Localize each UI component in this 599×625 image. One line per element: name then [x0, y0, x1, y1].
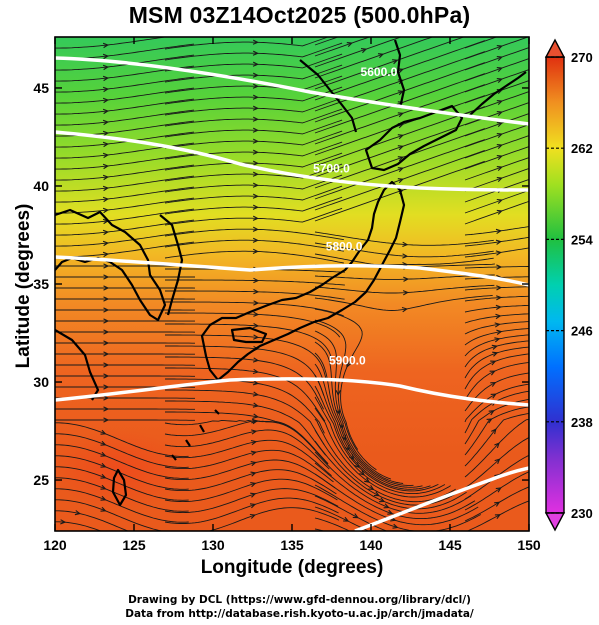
colorbar-tick-label: 230 [571, 506, 593, 521]
x-axis: 120 125 130 135 140 145 150 [43, 37, 541, 553]
colorbar-bottom-arrow [544, 512, 566, 532]
colorbar: 230 238 246 254 262 270 [544, 38, 593, 532]
colorbar-tick-label: 270 [571, 50, 593, 65]
contour-5800 [55, 255, 529, 287]
x-tick-label: 135 [280, 537, 304, 553]
contour-5700 [55, 130, 529, 192]
colorbar-top-arrow [544, 38, 566, 58]
x-axis-label: Longitude (degrees) [200, 557, 384, 578]
contour-label: 5900.0 [329, 353, 366, 367]
colorbar-tick-label: 262 [571, 141, 593, 156]
contour-label: 5600.0 [361, 65, 398, 79]
x-tick-label: 120 [43, 537, 67, 553]
y-tick-label: 25 [33, 472, 49, 488]
x-tick-label: 125 [122, 537, 146, 553]
coastlines [55, 39, 527, 507]
colorbar-tick-label: 238 [571, 415, 593, 430]
y-tick-label: 35 [33, 276, 49, 292]
y-tick-label: 40 [33, 178, 49, 194]
y-tick-label: 30 [33, 374, 49, 390]
x-tick-label: 130 [201, 537, 225, 553]
colorbar-tick-label: 246 [571, 324, 593, 339]
credit-drawing: Drawing by DCL (https://www.gfd-dennou.o… [128, 594, 471, 606]
geopotential-contours [55, 56, 529, 531]
chart-title: MSM 03Z14Oct2025 (500.0hPa) [128, 2, 471, 28]
colorbar-tick-label: 254 [571, 232, 593, 247]
credit-data: Data from http://database.rish.kyoto-u.a… [125, 608, 474, 620]
x-tick-label: 150 [517, 537, 541, 553]
x-tick-label: 140 [359, 537, 383, 553]
contour-5900 [55, 377, 529, 407]
y-axis: 25 30 35 40 45 [33, 80, 529, 488]
contour-5600 [55, 56, 529, 126]
x-tick-label: 145 [438, 537, 462, 553]
warm-anomaly [55, 430, 190, 510]
contour-6000 [354, 466, 529, 531]
wind-streamlines [55, 37, 529, 531]
y-tick-label: 45 [33, 80, 49, 96]
contour-label: 5700.0 [313, 161, 350, 175]
contour-label: 5800.0 [326, 240, 363, 254]
y-axis-label: Latitude (degrees) [13, 203, 34, 369]
